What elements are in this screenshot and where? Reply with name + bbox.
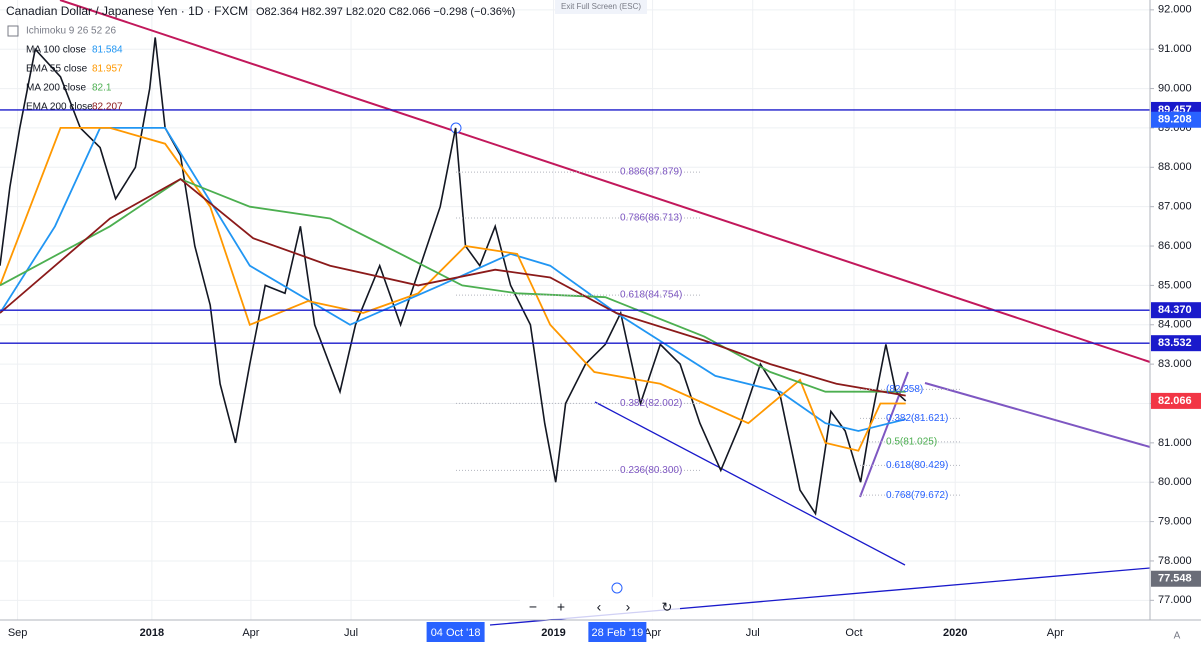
y-tick-label: 86.000: [1158, 240, 1192, 252]
level-label-box: [1151, 335, 1201, 352]
series-line: [0, 178, 906, 393]
indicator-label: Ichimoku 9 26 52 26: [26, 26, 116, 37]
date-marker: [426, 622, 485, 642]
series-line: [0, 178, 906, 397]
x-tick-label: Sep: [8, 627, 28, 639]
fib-label: 0.382(81.621): [886, 413, 948, 424]
y-tick-label: 83.000: [1158, 358, 1192, 370]
x-tick-label: Apr: [644, 627, 661, 639]
price-label-box: [1151, 111, 1201, 128]
x-tick-label: 2020: [943, 627, 967, 639]
symbol-title: Canadian Dollar / Japanese Yen · 1D · FX…: [6, 4, 248, 18]
date-marker-label: 04 Oct '18: [431, 627, 481, 639]
price-label: 89.208: [1158, 114, 1192, 126]
fib-label: 0.5(81.025): [886, 437, 937, 448]
legend-name: MA 200 close: [26, 83, 86, 94]
price-label-box: [1151, 392, 1201, 409]
channel-line: [594, 401, 906, 566]
legend-value: 81.584: [92, 45, 123, 56]
series-line: [0, 37, 907, 516]
reset[interactable]: ↻: [662, 599, 673, 614]
axes: 92.00091.00090.00089.00088.00087.00086.0…: [8, 4, 1201, 642]
scroll-left[interactable]: ‹: [597, 599, 602, 615]
exit-button[interactable]: [555, 0, 647, 14]
legend: MA 100 close 81.584 EMA 55 close 81.957 MA 2…: [26, 45, 123, 113]
price-label: 77.548: [1158, 573, 1192, 585]
fib-label: (82.358): [886, 384, 923, 395]
x-tick-label: Apr: [1047, 627, 1064, 639]
fib-label: 0.382(82.002): [620, 398, 682, 409]
series-line: [0, 127, 906, 452]
scroll-right[interactable]: ›: [626, 599, 631, 615]
date-marker: [588, 622, 647, 642]
zoom-out[interactable]: −: [529, 599, 537, 615]
series-line: [0, 127, 906, 432]
trend-line: [59, 0, 1151, 363]
zoom-controls: − + ‹ › ↻: [520, 597, 680, 619]
wedge-line: [859, 371, 909, 498]
fib-label: 0.618(84.754): [620, 290, 682, 301]
collapse-icon[interactable]: [7, 25, 19, 37]
price-label-box: [1151, 570, 1201, 587]
x-tick-label: 2018: [140, 627, 164, 639]
fib-label: 0.786(86.713): [620, 213, 682, 224]
fib-label: 0.618(80.429): [886, 460, 948, 471]
fib-label: 0.236(80.300): [620, 465, 682, 476]
y-tick-label: 88.000: [1158, 161, 1192, 173]
exit-button-label[interactable]: Exit Full Screen (ESC): [561, 2, 641, 11]
legend-name: EMA 200 close: [26, 102, 93, 113]
y-tick-label: 87.000: [1158, 201, 1192, 213]
ohlc: O82.364 H82.397 L82.020 C82.066 −0.298 (…: [256, 6, 515, 18]
date-marker-label: 28 Feb '19: [592, 627, 644, 639]
x-tick-label: Jul: [746, 627, 760, 639]
y-tick-label: 90.000: [1158, 82, 1192, 94]
fib-label: 0.768(79.672): [886, 490, 948, 501]
plot: 0.886(87.879) 0.786(86.713) 0.618(84.754) 0…: [0, 37, 1150, 516]
legend-value: 81.957: [92, 64, 123, 75]
legend-name: EMA 55 close: [26, 64, 88, 75]
price-label: 82.066: [1158, 395, 1192, 407]
y-tick-label: 80.000: [1158, 476, 1192, 488]
y-tick-label: 84.000: [1158, 319, 1192, 331]
y-tick-label: 77.000: [1158, 594, 1192, 606]
y-tick-label: 78.000: [1158, 555, 1192, 567]
x-tick-label: 2019: [541, 627, 565, 639]
y-tick-label: 81.000: [1158, 437, 1192, 449]
x-tick-label: Jul: [344, 627, 358, 639]
legend-value: 82.207: [92, 102, 123, 113]
y-tick-label: 91.000: [1158, 43, 1192, 55]
anchor-point: [611, 582, 623, 594]
projection-line: [924, 382, 1151, 448]
zoom-in[interactable]: +: [557, 599, 565, 615]
x-tick-label: Apr: [242, 627, 259, 639]
level-label-box: [1151, 302, 1201, 319]
legend-value: 82.1: [92, 83, 112, 94]
y-tick-label: 85.000: [1158, 279, 1192, 291]
control-bar: [520, 597, 680, 619]
y-tick-label: 79.000: [1158, 515, 1192, 527]
level-label: 83.532: [1158, 337, 1192, 349]
auto-scale[interactable]: A: [1174, 631, 1181, 642]
fib-label: 0.886(87.879): [620, 167, 682, 178]
legend-name: MA 100 close: [26, 45, 86, 56]
y-tick-label: 92.000: [1158, 4, 1192, 16]
level-label: 84.370: [1158, 304, 1192, 316]
x-tick-label: Oct: [845, 627, 862, 639]
